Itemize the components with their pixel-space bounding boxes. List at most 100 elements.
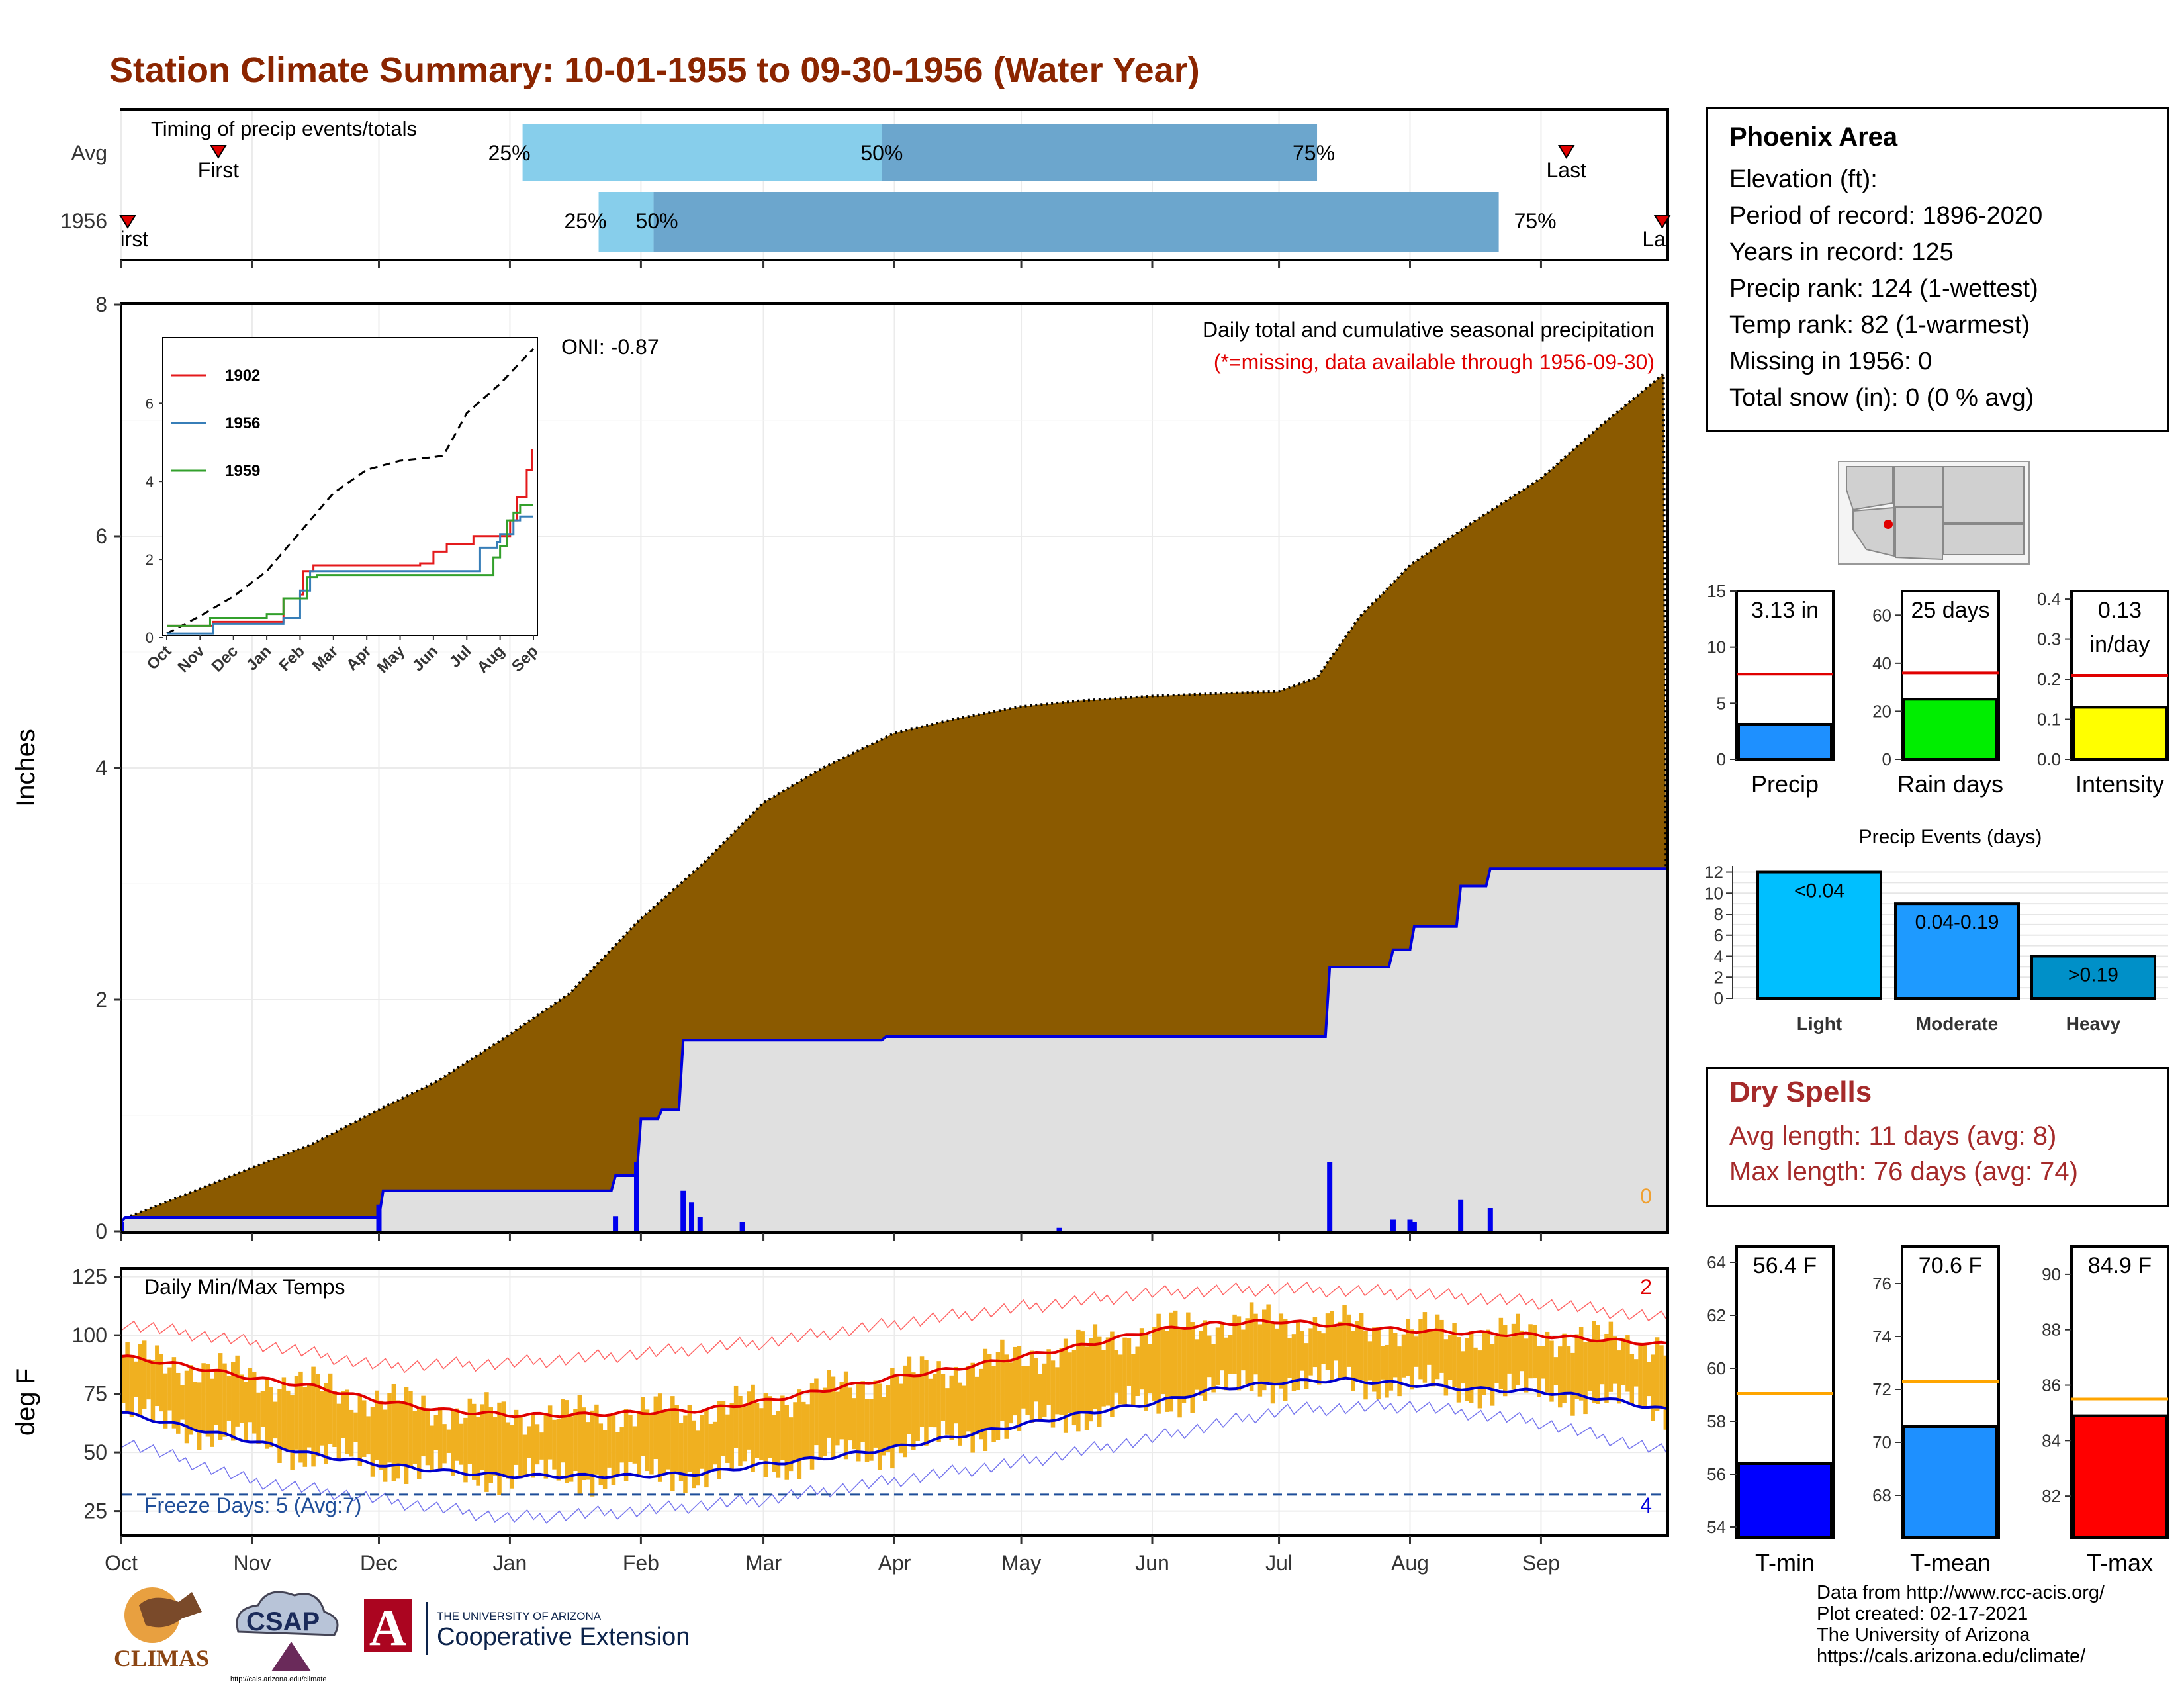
daily-temp-bar	[1511, 1323, 1516, 1390]
daily-temp-bar	[1427, 1329, 1432, 1365]
daily-temp-bar	[860, 1381, 865, 1442]
daily-temp-bar	[767, 1396, 772, 1458]
daily-temp-bar	[940, 1374, 946, 1421]
daily-temp-bar	[776, 1411, 781, 1478]
precip-ytick-label: 4	[95, 756, 107, 780]
daily-temp-bar	[958, 1382, 962, 1446]
station-years: Years in record: 125	[1729, 238, 1954, 266]
daily-temp-bar	[248, 1368, 253, 1423]
daily-temp-bar	[476, 1417, 480, 1486]
daily-temp-bar	[1482, 1331, 1486, 1395]
temp-ytick-label: 125	[72, 1265, 107, 1289]
precip-ytick-label: 2	[95, 988, 107, 1011]
daily-temp-bar	[416, 1408, 422, 1479]
daily-temp-bar	[222, 1363, 227, 1437]
daily-temp-bar	[404, 1387, 409, 1484]
temp-xtick-label: Sep	[1522, 1551, 1560, 1575]
daily-temp-bar	[510, 1425, 514, 1489]
daily-temp-bar	[911, 1372, 916, 1450]
daily-temp-bar	[586, 1422, 590, 1480]
daily-temp-bar	[1173, 1310, 1178, 1397]
climas-logo-text: CLIMAS	[114, 1645, 209, 1671]
daily-precip-bar	[739, 1222, 745, 1231]
daily-temp-bar	[962, 1385, 967, 1438]
timing-1956-50-label: 50%	[636, 209, 678, 233]
daily-temp-bar	[273, 1401, 278, 1439]
timing-avg-first-label: First	[198, 158, 239, 182]
daily-temp-bar	[311, 1366, 316, 1467]
daily-temp-bar	[370, 1407, 375, 1477]
events-ytick-label: 4	[1714, 947, 1723, 966]
daily-temp-bar	[843, 1371, 848, 1460]
summary-ytick-label: 0	[1717, 749, 1726, 769]
daily-temp-bar	[983, 1348, 988, 1451]
daily-temp-bar	[1071, 1350, 1077, 1426]
oni-label: ONI: -0.87	[561, 335, 659, 359]
temp-xtick-label: Dec	[360, 1551, 398, 1575]
daily-temp-bar	[915, 1374, 920, 1441]
daily-temp-bar	[269, 1387, 273, 1448]
credits: Data from http://www.rcc-acis.org/ Plot …	[1817, 1582, 2105, 1667]
daily-temp-bar	[1080, 1331, 1085, 1412]
precip-chart-subtitle: (*=missing, data available through 1956-…	[1214, 350, 1655, 374]
daily-temp-bar	[459, 1423, 464, 1465]
daily-temp-bar	[645, 1409, 650, 1472]
daily-temp-bar	[793, 1402, 797, 1461]
daily-temp-bar	[180, 1385, 185, 1420]
daily-temp-bar	[970, 1362, 975, 1453]
inset-legend-label: 1902	[225, 367, 260, 385]
daily-temp-bar	[1414, 1336, 1419, 1367]
daily-temp-bar	[1532, 1325, 1537, 1379]
daily-temp-bar	[754, 1403, 760, 1458]
daily-precip-bar	[1487, 1208, 1493, 1231]
station-temp-rank: Temp rank: 82 (1-warmest)	[1729, 311, 2030, 339]
timing-avg-bar-late	[882, 124, 1318, 181]
timing-1956-75-label: 75%	[1514, 209, 1557, 233]
daily-temp-bar	[239, 1374, 244, 1423]
timing-1956-bar-late	[653, 192, 1499, 252]
daily-temp-bar	[320, 1391, 324, 1446]
daily-temp-bar	[1388, 1327, 1394, 1391]
summary-ytick-label: 62	[1707, 1305, 1726, 1325]
credit-plot-created: Plot created: 02-17-2021	[1817, 1603, 2028, 1624]
daily-temp-bar	[1663, 1355, 1666, 1430]
daily-temp-bar	[852, 1398, 857, 1450]
daily-temp-bar	[1596, 1325, 1600, 1404]
daily-temp-bar	[552, 1419, 557, 1470]
temp-xtick-label: Jun	[1135, 1551, 1169, 1575]
ua-logo-block	[364, 1599, 412, 1652]
daily-temp-bar	[1093, 1324, 1098, 1409]
daily-temp-bar	[809, 1383, 815, 1470]
summary-bar	[1737, 722, 1833, 761]
events-ytick-label: 0	[1714, 988, 1723, 1008]
daily-temp-bar	[1351, 1331, 1355, 1391]
daily-temp-bar	[772, 1415, 776, 1472]
daily-temp-bar	[1029, 1350, 1034, 1423]
timing-label: Timing of precip events/totals	[151, 117, 417, 140]
daily-temp-bar	[1325, 1313, 1330, 1370]
daily-temp-bar	[797, 1389, 802, 1479]
credit-data-source: Data from http://www.rcc-acis.org/	[1817, 1582, 2105, 1603]
daily-temp-bar	[535, 1424, 540, 1465]
daily-temp-bar	[451, 1411, 455, 1476]
daily-temp-bar	[924, 1360, 929, 1446]
inset-ytick-label: 0	[146, 630, 154, 646]
summary-temp-charts: 54 56 58 60 62 64 56.4 F T-min 68 70 72 74 76 70.6 F T…	[1707, 1245, 2169, 1576]
timing-avg-bar-early	[522, 124, 882, 181]
daily-temp-bar	[1592, 1321, 1596, 1403]
daily-temp-bar	[696, 1430, 700, 1486]
daily-temp-bar	[1524, 1338, 1529, 1393]
daily-temp-bar	[1135, 1346, 1140, 1397]
inset-avg-line	[166, 348, 535, 635]
daily-temp-bar	[1152, 1327, 1157, 1401]
daily-temp-bar	[1139, 1328, 1144, 1390]
daily-temp-bar	[1131, 1354, 1136, 1407]
daily-temp-bar	[433, 1415, 439, 1450]
daily-temp-bar	[1101, 1350, 1106, 1407]
daily-temp-bar	[1186, 1312, 1191, 1398]
summary-ytick-label: 0.2	[2037, 669, 2061, 689]
daily-temp-bar	[518, 1417, 523, 1479]
summary-ytick-label: 74	[1872, 1327, 1891, 1346]
daily-temp-bar	[1046, 1349, 1051, 1405]
daily-temp-bar	[953, 1366, 958, 1424]
